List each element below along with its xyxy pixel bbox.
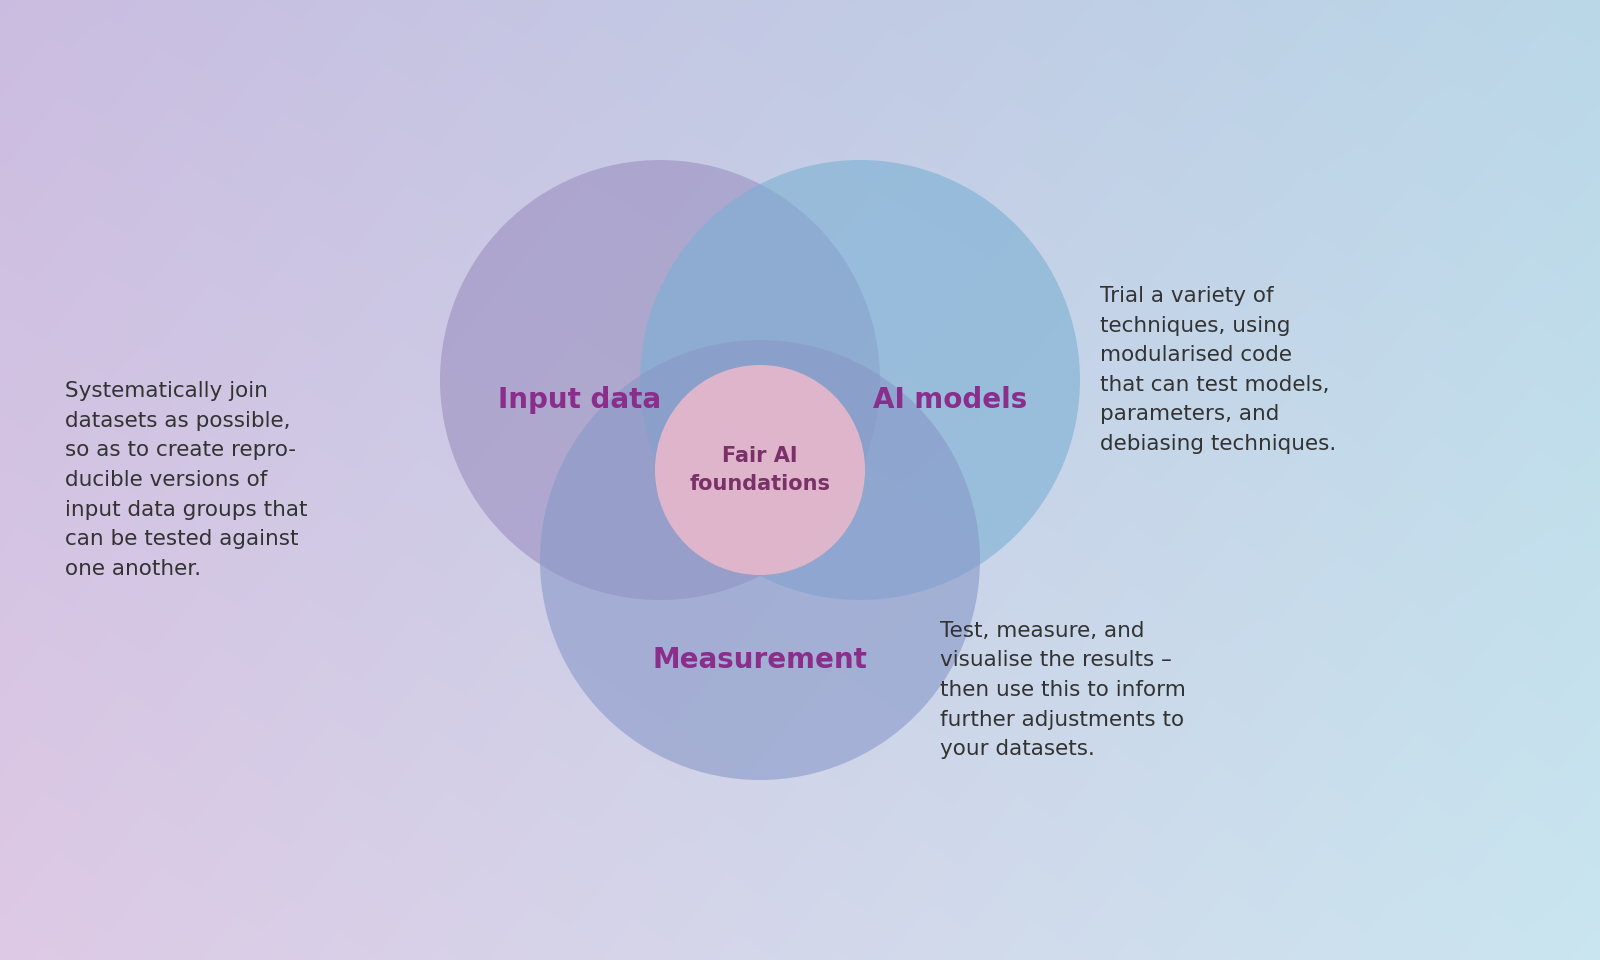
Circle shape (440, 160, 880, 600)
Text: Input data: Input data (499, 386, 661, 414)
Text: Systematically join
datasets as possible,
so as to create repro-
ducible version: Systematically join datasets as possible… (66, 381, 307, 579)
Text: Trial a variety of
techniques, using
modularised code
that can test models,
para: Trial a variety of techniques, using mod… (1101, 286, 1336, 454)
Circle shape (541, 340, 979, 780)
Text: Test, measure, and
visualise the results –
then use this to inform
further adjus: Test, measure, and visualise the results… (941, 621, 1186, 759)
Circle shape (640, 160, 1080, 600)
Circle shape (654, 365, 866, 575)
Text: Measurement: Measurement (653, 646, 867, 674)
Text: Fair AI
foundations: Fair AI foundations (690, 446, 830, 494)
Text: AI models: AI models (874, 386, 1027, 414)
